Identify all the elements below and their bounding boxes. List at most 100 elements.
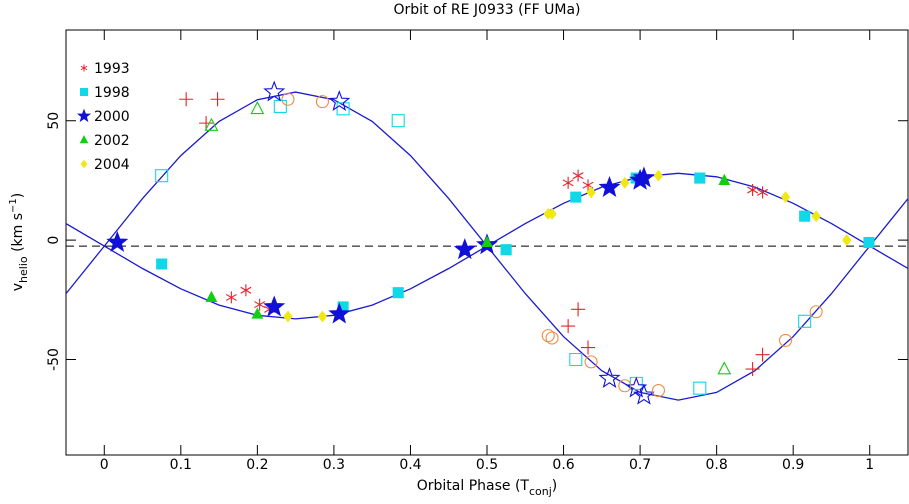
legend-label: 1998 bbox=[94, 85, 130, 101]
open-point bbox=[315, 95, 329, 109]
open-point bbox=[778, 333, 793, 347]
y-label-v: v bbox=[10, 283, 26, 291]
point bbox=[328, 302, 351, 324]
y-tick-label: -50 bbox=[46, 348, 62, 371]
open-point bbox=[179, 92, 194, 107]
open-point bbox=[336, 102, 350, 116]
x-tick-label: 1 bbox=[865, 457, 874, 473]
x-label-sub: conj bbox=[529, 485, 552, 498]
open-point bbox=[745, 362, 760, 377]
point bbox=[263, 295, 286, 317]
point bbox=[694, 172, 706, 184]
point bbox=[283, 310, 293, 323]
point bbox=[780, 191, 791, 204]
open-point bbox=[632, 383, 655, 405]
open-point bbox=[755, 347, 770, 362]
legend-label: 1993 bbox=[94, 61, 130, 77]
point bbox=[500, 244, 512, 256]
point bbox=[225, 291, 237, 304]
x-tick-label: 0.4 bbox=[399, 457, 421, 473]
open-point bbox=[199, 116, 214, 131]
open-point bbox=[571, 302, 586, 317]
open-point bbox=[581, 340, 596, 355]
open-point bbox=[391, 114, 405, 128]
x-tick-label: 0.8 bbox=[706, 457, 728, 473]
x-tick-label: 0.5 bbox=[476, 457, 498, 473]
open-point bbox=[328, 90, 351, 111]
point bbox=[620, 176, 630, 189]
point bbox=[106, 230, 129, 252]
point bbox=[811, 210, 821, 223]
point bbox=[481, 235, 493, 248]
open-point bbox=[281, 92, 295, 106]
legend-marker bbox=[80, 88, 88, 96]
y-label-sub: helio bbox=[17, 256, 30, 283]
y-label-sup: −1 bbox=[8, 198, 19, 213]
legend-label: 2000 bbox=[94, 109, 130, 125]
legend-label: 2004 bbox=[94, 157, 130, 173]
open-point bbox=[273, 99, 287, 113]
chart-title: Orbit of RE J0933 (FF UMa) bbox=[393, 2, 580, 18]
x-tick-label: 0 bbox=[100, 457, 109, 473]
point bbox=[570, 191, 582, 203]
point bbox=[572, 169, 584, 182]
legend-marker bbox=[79, 135, 89, 144]
x-tick-label: 0.2 bbox=[246, 457, 268, 473]
x-tick-label: 0.1 bbox=[170, 457, 192, 473]
open-point bbox=[263, 80, 286, 102]
open-point bbox=[541, 329, 555, 343]
x-tick-label: 0.7 bbox=[629, 457, 651, 473]
open-point bbox=[618, 379, 632, 393]
point bbox=[842, 234, 852, 246]
open-point bbox=[809, 305, 823, 319]
open-point bbox=[717, 361, 732, 375]
point bbox=[317, 310, 328, 323]
x-axis-label: Orbital Phase (Tconj) bbox=[417, 478, 558, 498]
open-point bbox=[561, 319, 576, 334]
point bbox=[757, 186, 769, 199]
point bbox=[598, 176, 621, 197]
point bbox=[632, 166, 655, 188]
point bbox=[254, 298, 266, 311]
point bbox=[799, 210, 811, 222]
open-point bbox=[693, 381, 707, 395]
x-tick-label: 0.9 bbox=[782, 457, 804, 473]
point bbox=[205, 290, 218, 302]
y-label-unit: (km s bbox=[10, 213, 26, 256]
open-point bbox=[598, 367, 621, 388]
x-label-text: Orbital Phase (T bbox=[417, 478, 530, 494]
y-tick-label: 0 bbox=[46, 236, 62, 245]
legend-label: 2002 bbox=[94, 133, 130, 149]
point bbox=[453, 238, 476, 260]
legend-marker bbox=[80, 159, 88, 169]
x-tick-label: 0.6 bbox=[552, 457, 574, 473]
open-point bbox=[569, 352, 583, 367]
x-label-end: ) bbox=[552, 478, 557, 494]
open-point bbox=[651, 383, 666, 398]
point bbox=[586, 186, 596, 199]
open-point bbox=[584, 355, 598, 369]
point bbox=[747, 183, 759, 196]
point bbox=[863, 236, 875, 249]
y-tick-label: 50 bbox=[46, 112, 62, 130]
point bbox=[392, 287, 404, 299]
open-point bbox=[155, 169, 169, 183]
point bbox=[251, 307, 264, 319]
point bbox=[547, 207, 557, 220]
legend-marker bbox=[76, 108, 92, 123]
open-point bbox=[798, 314, 812, 328]
open-point bbox=[545, 331, 559, 345]
x-tick-label: 0.3 bbox=[323, 457, 345, 473]
point bbox=[240, 284, 252, 297]
point bbox=[156, 258, 168, 270]
point bbox=[653, 169, 664, 182]
point bbox=[718, 173, 731, 185]
open-point bbox=[250, 101, 265, 115]
open-point bbox=[210, 92, 225, 107]
point bbox=[562, 176, 574, 189]
y-axis-label: vhelio (km s−1) bbox=[8, 193, 30, 292]
y-label-end: ) bbox=[10, 193, 26, 198]
open-point bbox=[204, 117, 219, 131]
legend-marker bbox=[80, 64, 88, 72]
